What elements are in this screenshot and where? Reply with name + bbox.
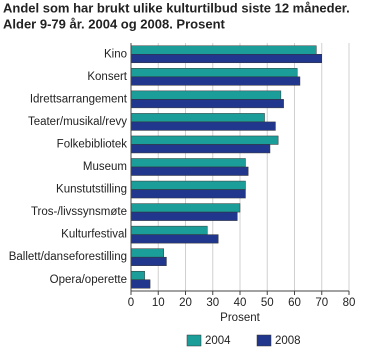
chart-title: Andel som har brukt ulike kulturtilbud s…	[3, 0, 350, 15]
y-tick-label: Kulturfestival	[61, 229, 127, 241]
x-tick-label: 60	[288, 297, 301, 309]
bar	[130, 121, 276, 131]
bar	[130, 113, 265, 123]
y-tick-label: Idrettsarrangement	[30, 93, 128, 105]
bar	[130, 180, 246, 190]
x-tick-label: 30	[206, 297, 219, 309]
legend-label: 2008	[275, 335, 301, 347]
x-axis-label: Prosent	[220, 312, 260, 324]
bar	[130, 45, 317, 55]
chart-title: Alder 9-79 år. 2004 og 2008. Prosent	[3, 16, 226, 31]
legend-label: 2004	[205, 335, 231, 347]
bar	[130, 203, 241, 213]
bar	[130, 234, 219, 244]
bar	[130, 270, 145, 280]
bar	[130, 76, 301, 86]
legend-swatch	[256, 334, 272, 347]
bar	[130, 158, 246, 168]
bar	[130, 279, 151, 289]
x-tick-label: 80	[343, 297, 356, 309]
y-tick-label: Kino	[104, 48, 127, 60]
bar	[130, 166, 249, 176]
x-tick-label: 50	[261, 297, 274, 309]
y-tick-label: Ballett/danseforestilling	[9, 251, 127, 263]
bar	[130, 211, 238, 221]
bar	[130, 135, 279, 145]
bar	[130, 68, 298, 78]
bar	[130, 248, 164, 258]
x-tick-label: 0	[128, 297, 134, 309]
y-tick-label: Museum	[83, 161, 127, 173]
x-tick-label: 10	[152, 297, 165, 309]
bar	[130, 256, 167, 266]
y-tick-label: Kunstutstilling	[56, 184, 127, 196]
bar	[130, 99, 284, 109]
y-tick-label: Opera/operette	[50, 274, 127, 286]
y-tick-label: Konsert	[87, 71, 127, 83]
x-tick-label: 20	[179, 297, 192, 309]
y-tick-label: Folkebibliotek	[57, 138, 128, 150]
x-tick-label: 40	[234, 297, 247, 309]
x-tick-label: 70	[315, 297, 328, 309]
y-tick-label: Tros-/livssynsmøte	[31, 206, 127, 218]
bar	[130, 54, 322, 64]
y-tick-label: Teater/musikal/revy	[28, 116, 127, 128]
bar	[130, 189, 246, 199]
legend-swatch	[186, 334, 202, 347]
bar	[130, 144, 271, 154]
bar	[130, 90, 282, 100]
bar	[130, 225, 208, 235]
